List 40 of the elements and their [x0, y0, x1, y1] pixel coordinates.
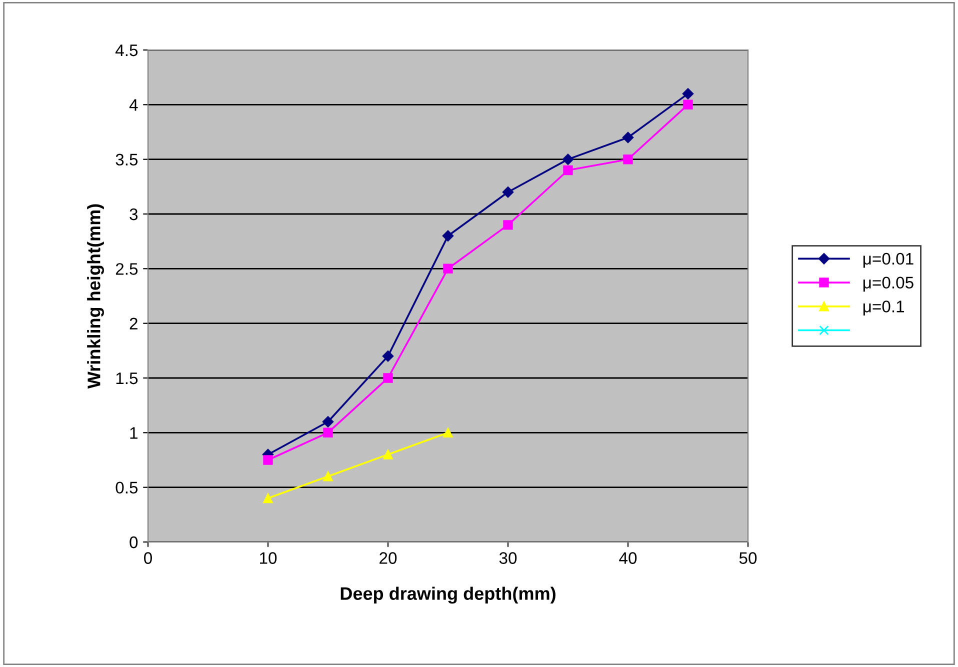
point	[383, 450, 393, 460]
legend-label: μ=0.05	[863, 276, 914, 292]
y-tick-label: 4	[129, 99, 138, 111]
legend-label: μ=0.1	[863, 300, 904, 316]
point	[682, 88, 694, 100]
point	[443, 428, 453, 438]
y-tick-label: 0	[130, 536, 138, 548]
y-tick-label: 1	[130, 427, 138, 439]
x-tick-label: 0	[144, 552, 152, 564]
point	[263, 493, 273, 504]
point	[443, 264, 453, 274]
x-tick-label: 50	[739, 552, 757, 564]
x-axis-title: Deep drawing depth(mm)	[340, 586, 556, 604]
point	[263, 455, 273, 465]
point	[323, 472, 333, 482]
y-axis-title: Wrinkling height(mm)	[87, 204, 104, 389]
point	[383, 373, 393, 383]
legend-label: μ=0.01	[863, 252, 914, 268]
point	[323, 428, 333, 438]
x-tick-label: 10	[260, 552, 277, 564]
point	[382, 350, 394, 362]
point	[683, 100, 693, 110]
y-tick-label: 0.5	[116, 482, 138, 494]
y-tick-label: 1.5	[116, 372, 138, 384]
point	[622, 132, 634, 144]
y-tick-label: 2.5	[116, 263, 138, 275]
point	[562, 154, 574, 165]
point	[442, 230, 454, 242]
x-tick-label: 20	[380, 552, 397, 564]
point	[563, 165, 573, 176]
point	[623, 154, 633, 164]
x-tick-label: 30	[499, 552, 517, 564]
x-tick-label: 40	[619, 552, 637, 564]
point	[322, 416, 334, 428]
y-tick-label: 4.5	[115, 44, 138, 56]
y-tick-label: 2	[130, 318, 138, 330]
y-tick-label: 3.5	[116, 154, 138, 166]
y-tick-label: 3	[130, 208, 138, 220]
point	[503, 220, 513, 230]
point	[502, 186, 514, 198]
